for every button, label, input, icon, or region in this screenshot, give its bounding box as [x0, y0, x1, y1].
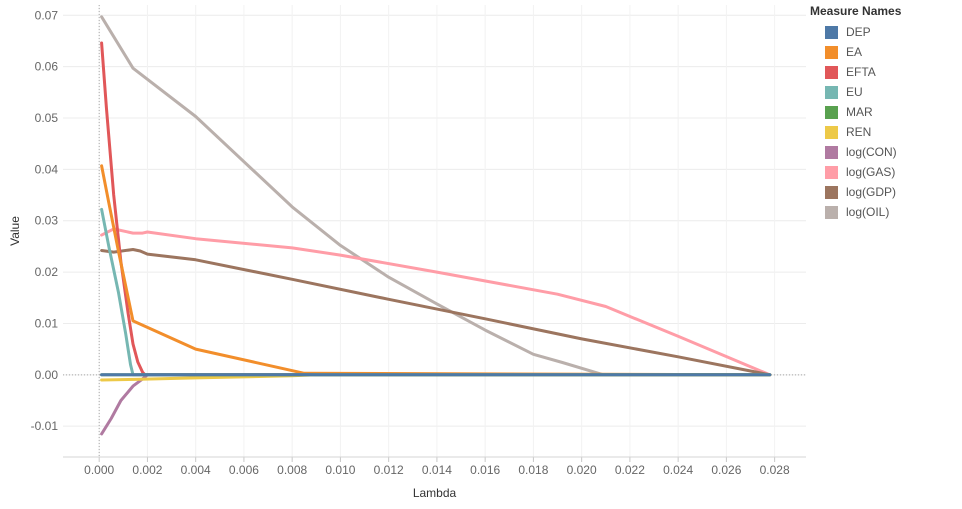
series-line-log-gdp [100, 248, 772, 377]
y-tick-label: 0.02 [35, 265, 59, 279]
legend-item[interactable]: EFTA [810, 62, 960, 82]
y-tick-label: -0.01 [31, 419, 59, 433]
x-axis: 0.000 0.002 0.004 0.006 0.008 0.010 0.012 0.014… [63, 456, 806, 477]
y-tick-label: 0.03 [35, 214, 59, 228]
legend-title: Measure Names [810, 4, 902, 18]
legend-swatch [825, 125, 838, 139]
gridlines [63, 5, 806, 457]
x-tick-label: 0.012 [374, 463, 404, 477]
x-tick-label: 0.018 [518, 463, 548, 477]
legend-swatch [825, 165, 838, 179]
x-axis-title: Lambda [413, 486, 457, 500]
x-tick-label: 0.028 [760, 463, 790, 477]
series-line-efta [100, 41, 772, 377]
legend-item[interactable]: REN [810, 122, 960, 142]
legend-swatch [825, 185, 838, 199]
legend-items: DEP EA EFTA EU MAR REN log(CON) log(GAS) log(GDP… [810, 22, 960, 222]
x-tick-label: 0.000 [84, 463, 114, 477]
y-tick-label: 0.01 [35, 316, 59, 330]
legend-label: EU [846, 85, 863, 99]
x-tick-label: 0.010 [325, 463, 355, 477]
x-tick-label: 0.016 [470, 463, 500, 477]
x-tick-label: 0.014 [422, 463, 452, 477]
legend-label: log(GAS) [846, 165, 896, 179]
legend-label: REN [846, 125, 872, 139]
legend-item[interactable]: EA [810, 42, 960, 62]
x-tick-label: 0.004 [181, 463, 211, 477]
legend-item[interactable]: MAR [810, 102, 960, 122]
legend-item[interactable]: log(OIL) [810, 202, 960, 222]
legend-item[interactable]: EU [810, 82, 960, 102]
legend-item[interactable]: log(GDP) [810, 182, 960, 202]
y-tick-label: 0.04 [35, 162, 59, 176]
legend-label: log(GDP) [846, 185, 897, 199]
y-axis: -0.01 0.00 0.01 0.02 0.03 0.04 0.05 0.06 0.07 [31, 8, 59, 433]
legend-label: log(CON) [846, 145, 897, 159]
y-tick-label: 0.07 [35, 8, 59, 22]
legend-label: log(OIL) [846, 205, 890, 219]
y-tick-label: 0.06 [35, 60, 59, 74]
x-tick-label: 0.026 [711, 463, 741, 477]
legend: Measure Names DEP EA EFTA EU MAR REN log(CON) l… [810, 4, 960, 222]
series-line-log-gas [100, 227, 772, 377]
legend-label: EFTA [846, 65, 876, 79]
y-tick-label: 0.05 [35, 111, 59, 125]
y-axis-title: Value [8, 216, 22, 246]
series-lines [100, 15, 772, 436]
legend-swatch [825, 85, 838, 99]
x-tick-label: 0.020 [567, 463, 597, 477]
legend-swatch [825, 25, 838, 39]
x-tick-label: 0.024 [663, 463, 693, 477]
legend-swatch [825, 205, 838, 219]
series-line-ea [100, 164, 772, 377]
x-tick-label: 0.002 [132, 463, 162, 477]
legend-swatch [825, 105, 838, 119]
legend-swatch [825, 45, 838, 59]
legend-label: MAR [846, 105, 873, 119]
zero-reference-lines [63, 5, 806, 457]
series-line-log-con [100, 373, 772, 436]
legend-item[interactable]: log(GAS) [810, 162, 960, 182]
legend-item[interactable]: DEP [810, 22, 960, 42]
x-tick-label: 0.006 [229, 463, 259, 477]
series-line-log-oil [100, 15, 772, 377]
legend-swatch [825, 145, 838, 159]
y-tick-label: 0.00 [35, 368, 59, 382]
legend-swatch [825, 65, 838, 79]
x-tick-label: 0.022 [615, 463, 645, 477]
legend-label: EA [846, 45, 863, 59]
legend-item[interactable]: log(CON) [810, 142, 960, 162]
legend-label: DEP [846, 25, 871, 39]
x-tick-label: 0.008 [277, 463, 307, 477]
